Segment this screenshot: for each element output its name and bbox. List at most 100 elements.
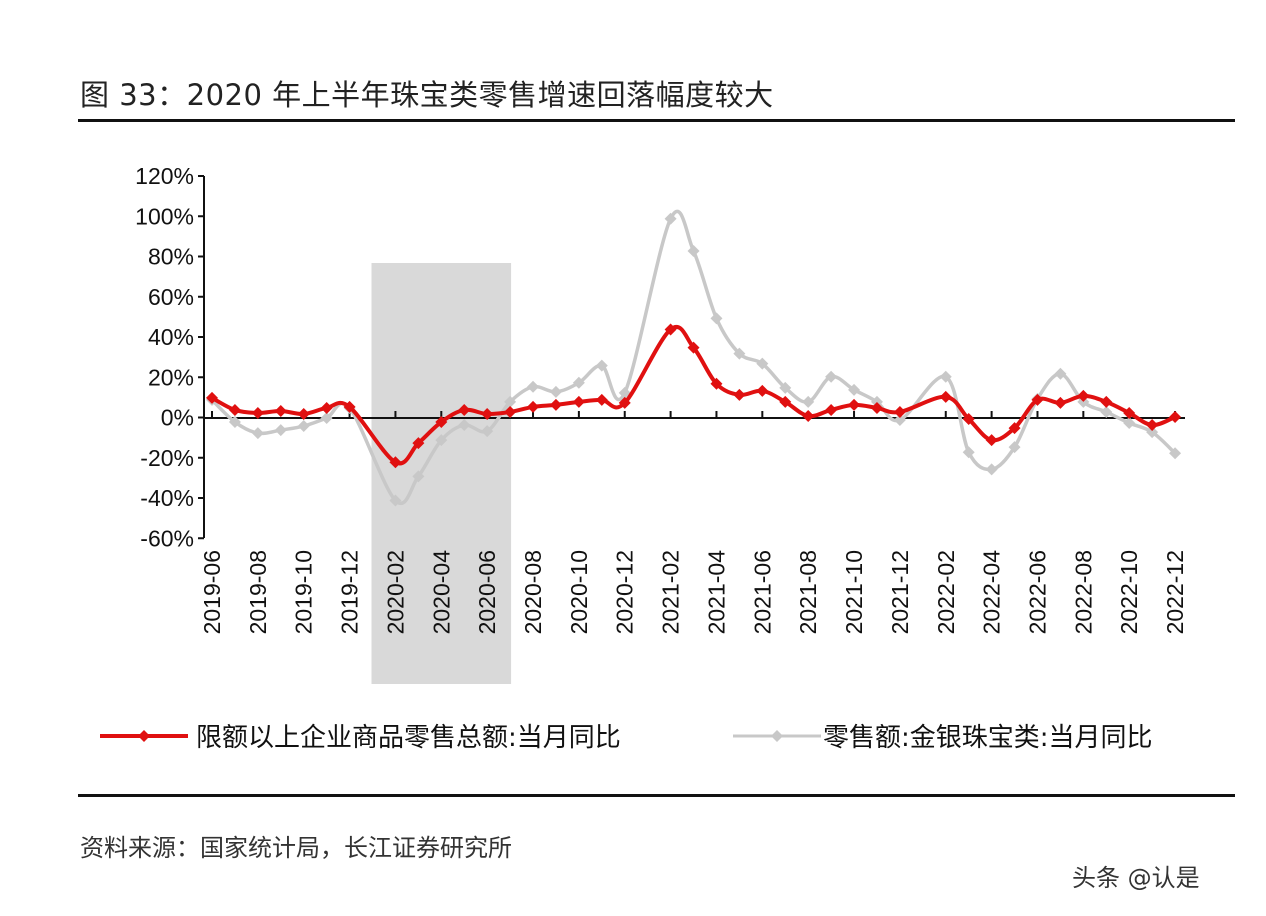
data-point (1169, 410, 1182, 423)
data-point (939, 390, 952, 403)
data-point (618, 396, 631, 409)
x-tick-label: 2022-12 (1162, 550, 1188, 634)
x-tick-label: 2022-10 (1116, 550, 1142, 634)
series-1 (206, 209, 1182, 507)
source-note: 资料来源：国家统计局，长江证券研究所 (80, 834, 512, 862)
data-point (549, 385, 562, 398)
data-point (1146, 419, 1159, 432)
x-tick-label: 2019-10 (291, 550, 317, 634)
data-point (664, 212, 677, 225)
series-line (211, 325, 1176, 466)
x-tick-label: 2022-06 (1024, 550, 1050, 634)
x-tick-label: 2022-08 (1070, 550, 1096, 634)
data-point (1169, 447, 1182, 460)
data-point (251, 427, 264, 440)
x-tick-label: 2019-12 (337, 550, 363, 634)
y-tick-label: -20% (140, 445, 194, 471)
data-point (1008, 422, 1021, 435)
data-point (939, 370, 952, 383)
data-point (733, 388, 746, 401)
data-point (1123, 417, 1136, 430)
legend-label: 零售额:金银珠宝类:当月同比 (823, 723, 1153, 753)
x-tick-label: 2020-08 (520, 550, 546, 634)
x-tick-label: 2021-08 (795, 550, 821, 634)
data-point (1077, 395, 1090, 408)
data-point (481, 407, 494, 420)
data-point (297, 420, 310, 433)
data-point (595, 359, 608, 372)
data-point (779, 395, 792, 408)
y-tick-label: -60% (140, 525, 194, 551)
data-point (962, 413, 975, 426)
figure-title: 图 33：2020 年上半年珠宝类零售增速回落幅度较大 (80, 78, 774, 112)
x-tick-label: 2021-12 (887, 550, 913, 634)
data-point (251, 406, 264, 419)
x-tick-label: 2021-02 (658, 550, 684, 634)
data-point (504, 405, 517, 418)
data-point (389, 494, 402, 507)
data-point (848, 398, 861, 411)
data-point (412, 470, 425, 483)
footer-rule (78, 794, 1235, 797)
data-point (687, 341, 700, 354)
x-tick-label: 2020-10 (566, 550, 592, 634)
data-point (1146, 426, 1159, 439)
data-point (1123, 406, 1136, 419)
data-point (985, 434, 998, 447)
legend-marker (138, 730, 150, 742)
data-point (549, 398, 562, 411)
y-tick-label: 40% (148, 324, 194, 350)
x-tick-label: 2022-04 (979, 550, 1005, 635)
data-point (412, 437, 425, 450)
data-point (435, 416, 448, 429)
data-point (320, 401, 333, 414)
data-point (228, 416, 241, 429)
y-tick-label: 20% (148, 364, 194, 390)
x-tick-label: 2019-06 (199, 550, 225, 634)
data-point (504, 395, 517, 408)
data-point (848, 383, 861, 396)
data-point (802, 409, 815, 422)
y-tick-label: 60% (148, 284, 194, 310)
data-point (435, 434, 448, 447)
data-point (825, 370, 838, 383)
data-point (458, 419, 471, 432)
data-point (1031, 393, 1044, 406)
data-point (893, 414, 906, 427)
data-point (274, 404, 287, 417)
data-point (458, 403, 471, 416)
data-point (1054, 396, 1067, 409)
x-tick-label: 2020-04 (428, 550, 454, 635)
data-point (870, 395, 883, 408)
data-point (297, 407, 310, 420)
legend-marker (771, 730, 783, 742)
x-tick-label: 2019-08 (245, 550, 271, 634)
data-point (274, 424, 287, 437)
x-tick-label: 2021-06 (749, 550, 775, 634)
data-point (733, 347, 746, 360)
data-point (1008, 441, 1021, 454)
data-point (343, 400, 356, 413)
data-point (206, 391, 218, 404)
legend-label: 限额以上企业商品零售总额:当月同比 (196, 723, 621, 753)
data-point (825, 403, 838, 416)
data-point (664, 323, 677, 336)
data-point (962, 446, 975, 459)
x-tick-label: 2020-02 (382, 550, 408, 634)
data-point (389, 456, 402, 469)
y-tick-label: 80% (148, 244, 194, 270)
y-tick-label: -40% (140, 485, 194, 511)
data-point (572, 376, 585, 389)
data-point (1100, 405, 1113, 418)
data-point (595, 393, 608, 406)
y-tick-label: 120% (135, 163, 194, 189)
y-tick-label: 100% (135, 203, 194, 229)
y-tick-label: 0% (161, 405, 194, 431)
data-point (710, 377, 723, 390)
series-0 (206, 323, 1182, 469)
x-tick-label: 2020-06 (474, 550, 500, 634)
watermark: 头条 @认是 (1072, 864, 1200, 892)
x-tick-label: 2021-10 (841, 550, 867, 634)
data-point (1054, 367, 1067, 380)
